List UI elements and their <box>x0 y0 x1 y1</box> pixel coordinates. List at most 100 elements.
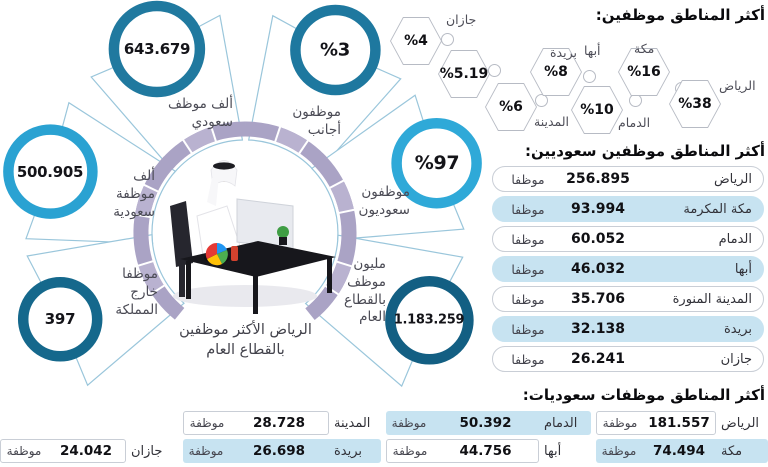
unit-label: موظفة <box>391 416 427 430</box>
hexagon-label-buraydah: بريدة <box>550 45 577 60</box>
connector-loop <box>441 33 454 46</box>
employee-count: 26.698 <box>252 443 306 459</box>
plant-icon <box>277 226 289 238</box>
table-row: الرياض 181.557 موظفة الدمام 50.392 موظفة… <box>0 411 768 435</box>
ring-divider <box>136 259 155 268</box>
value-box: 24.042 موظفة <box>0 439 126 463</box>
stat-label-total: مليون موظف بالقطاع العام <box>343 256 386 326</box>
hexagon-dammam: %10 <box>571 86 623 134</box>
stat-value-total: 1.183.259 <box>393 312 465 328</box>
hexagon-value: %6 <box>499 99 523 115</box>
unit-label: موظفا <box>511 321 545 337</box>
region-name: الرياض <box>713 171 752 187</box>
hexagon-madinah: %6 <box>485 83 537 131</box>
employee-count: 44.756 <box>459 443 512 459</box>
region-name: أبها <box>544 443 562 459</box>
table-cell-madinah: المدينة 28.728 موظفة <box>183 411 381 435</box>
unit-label: موظفا <box>511 231 545 247</box>
hexagon-value: %8 <box>544 64 568 80</box>
stat-value-saudi-pct: %97 <box>414 152 460 174</box>
unit-label: موظفا <box>511 171 545 187</box>
title-saudi-female-employees: أكثر المناطق موظفات سعوديات: <box>522 386 765 404</box>
red-bottle <box>231 246 238 261</box>
hexagon-makkah: %16 <box>618 48 670 96</box>
value-box: 26.698 موظفة <box>183 439 329 463</box>
region-name: بريدة <box>723 321 752 337</box>
stat-label-foreign: موظفون أجانب <box>292 104 341 138</box>
hexagon-value: %5.19 <box>439 66 489 82</box>
hexagon-label-abha: أبها <box>584 43 601 58</box>
region-name: المدينة المنورة <box>672 291 752 307</box>
employee-count: 93.994 <box>570 201 626 217</box>
table-row: جازان 26.241 موظفا <box>492 346 764 372</box>
unit-label: موظفة <box>601 444 637 458</box>
wheel-petals-group <box>3 0 482 388</box>
table-row: أبها 46.032 موظفا <box>492 256 764 282</box>
title-saudi-employees: أكثر المناطق موظفين سعوديين: <box>524 142 765 160</box>
region-name: المدينة <box>334 415 371 431</box>
hexagon-value: %4 <box>404 33 428 49</box>
stat-value-abroad: 397 <box>44 310 76 328</box>
hexagon-riyadh: %38 <box>669 80 721 128</box>
hexagon-label-dammam: الدمام <box>618 115 651 130</box>
stat-circle-ring <box>108 0 206 98</box>
unit-label: موظفا <box>511 351 545 367</box>
agal-band <box>213 162 235 170</box>
hexagon-label-jazan: جازان <box>446 12 477 27</box>
table-row: مكة 74.494 موظفة أبها 44.756 موظفة بريدة… <box>0 439 768 463</box>
center-caption: الرياض الأكثر موظفين بالقطاع العام <box>179 322 312 359</box>
connector-loop <box>583 70 596 83</box>
stat-label-saudi: موظفون سعوديون <box>358 184 410 218</box>
employee-count: 32.138 <box>570 321 626 337</box>
table-row: بريدة 32.138 موظفا <box>492 316 764 342</box>
hexagon-label-madinah: المدينة <box>534 114 570 129</box>
table-row: مكة المكرمة 93.994 موظفا <box>492 196 764 222</box>
region-name: الرياض <box>721 415 760 431</box>
employee-count: 24.042 <box>59 443 113 459</box>
region-name: أبها <box>734 261 752 277</box>
unit-label: موظفة <box>188 444 224 458</box>
stat-circle-ring <box>290 4 381 96</box>
plant-pot <box>279 237 287 245</box>
table-cell-buraydah: بريدة 26.698 موظفة <box>183 439 381 463</box>
stat-label-saudi-male: ألف موظف سعودي <box>167 96 233 130</box>
table-cell-jazan: جازان 24.042 موظفة <box>0 439 178 463</box>
ring-divider <box>149 283 166 296</box>
table-row: الرياض 256.895 موظفا <box>492 166 764 192</box>
region-name: بريدة <box>334 443 363 459</box>
region-name: جازان <box>131 443 163 459</box>
hexagon-label-makkah: مكة <box>634 41 655 56</box>
value-box: 44.756 موظفة <box>386 439 539 463</box>
employee-count: 26.241 <box>570 351 626 367</box>
hexagon-fill <box>391 18 441 64</box>
desk-leg <box>327 257 332 293</box>
employee-count: 35.706 <box>570 291 626 307</box>
shadow <box>173 285 317 307</box>
ring-divider <box>273 125 282 144</box>
pie-slice <box>217 250 228 264</box>
table-cell-abha: أبها 44.756 موظفة <box>386 439 591 463</box>
pie-slice <box>207 254 222 266</box>
employee-count: 181.557 <box>648 415 710 431</box>
region-name: مكة <box>721 443 743 459</box>
employee-count: 74.494 <box>652 443 706 459</box>
unit-label: موظفة <box>189 416 225 430</box>
value-box: 181.557 موظفة <box>596 411 716 435</box>
chair-icon <box>170 201 193 267</box>
title-top-regions: أكثر المناطق موظفين: <box>595 6 765 24</box>
ring-divider <box>142 183 160 194</box>
saudi-employees-table: الرياض 256.895 موظفا مكة المكرمة 93.994 … <box>492 166 764 376</box>
stat-circle-ring <box>391 117 482 209</box>
region-name: الدمام <box>544 415 578 431</box>
hexagon-value: %16 <box>627 64 661 80</box>
table-cell-makkah: مكة 74.494 موظفة <box>596 439 768 463</box>
saudi-female-employees-table: الرياض 181.557 موظفة الدمام 50.392 موظفة… <box>0 411 768 467</box>
hexagon-abha: %8 <box>530 48 582 96</box>
stat-label-abroad: موظفا خارج المملكة <box>115 266 158 318</box>
unit-label: موظفة <box>392 444 428 458</box>
stat-circle-ring <box>3 124 98 219</box>
desk-leg <box>253 276 258 314</box>
table-cell-dammam: الدمام 50.392 موظفة <box>386 411 591 435</box>
